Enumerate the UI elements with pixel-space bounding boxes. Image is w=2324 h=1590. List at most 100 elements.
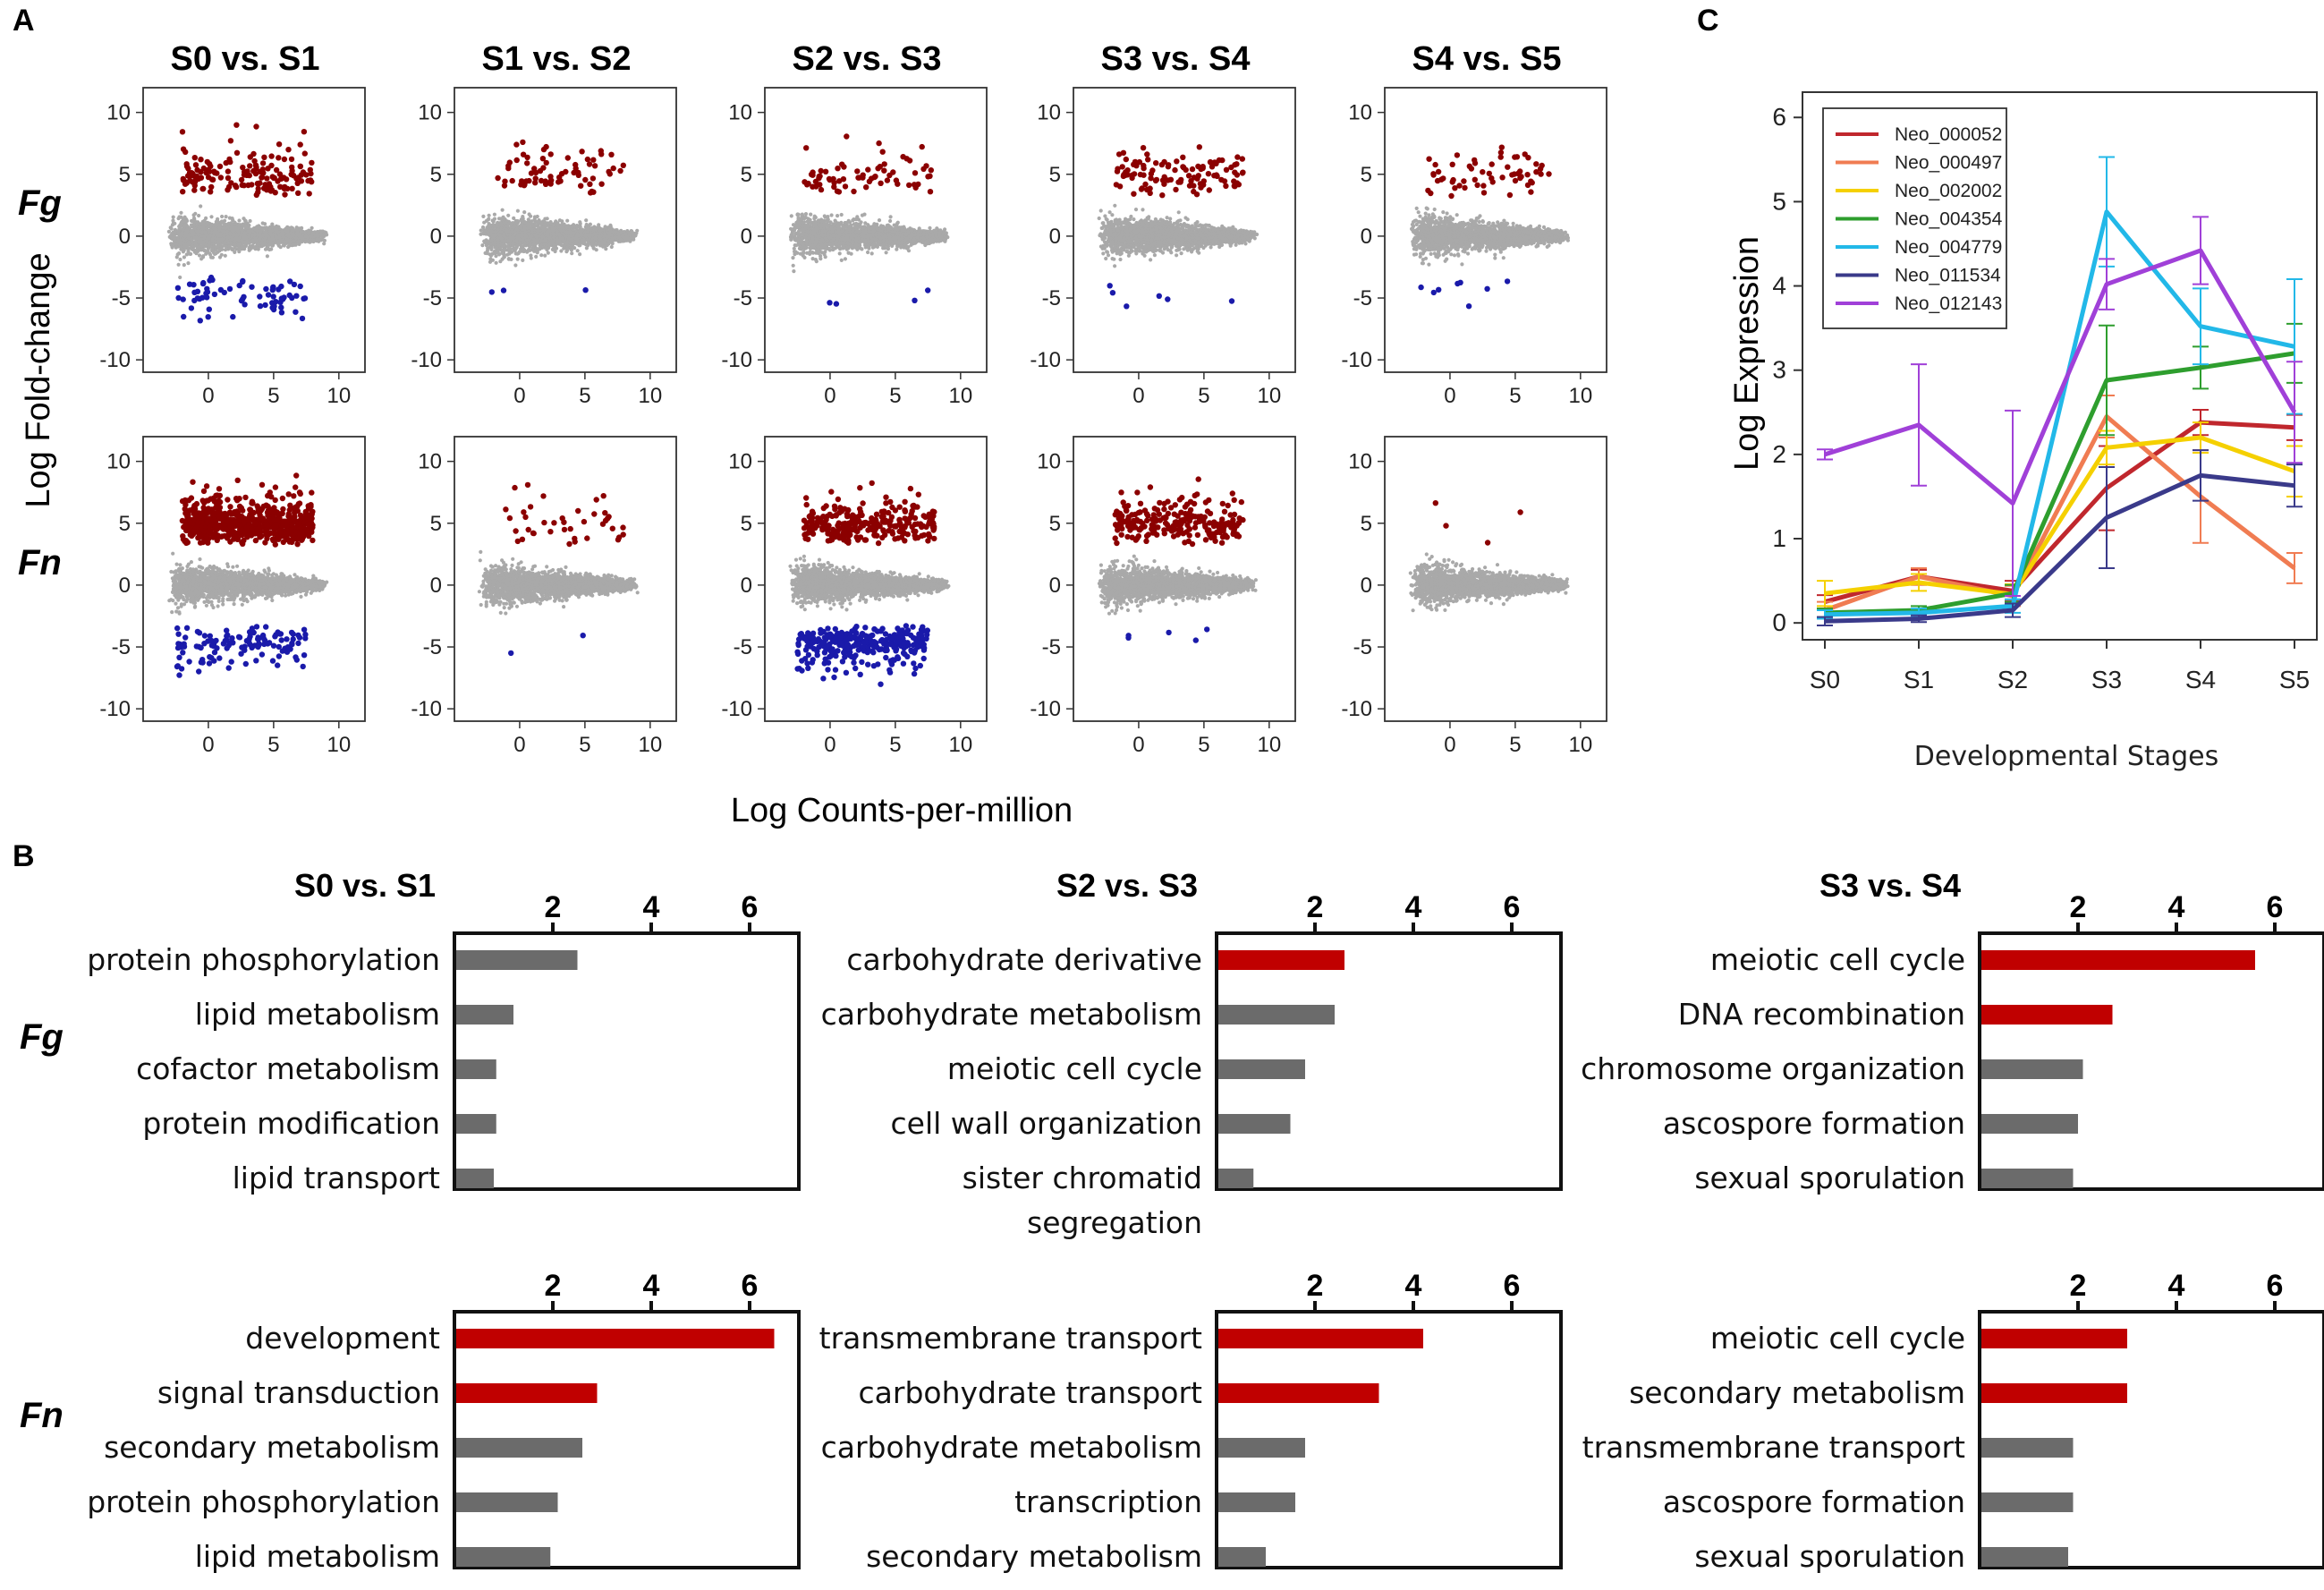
ma-point	[629, 235, 633, 240]
ma-point-down	[181, 313, 187, 320]
ma-point	[569, 225, 574, 229]
ma-point-up	[198, 169, 204, 175]
ma-point	[233, 225, 238, 230]
ma-point-up	[540, 146, 547, 153]
ma-point	[522, 210, 527, 215]
ma-point	[279, 238, 284, 242]
ma-point	[499, 242, 504, 247]
ma-point	[228, 241, 233, 245]
ma-point-down	[221, 289, 227, 296]
ma-point-up	[180, 146, 187, 152]
ma-point-up	[180, 189, 186, 195]
ma-point	[256, 246, 260, 251]
ma-point	[493, 233, 497, 237]
ma-point-down	[174, 285, 182, 291]
ma-point	[277, 234, 282, 238]
ma-point-down	[263, 285, 269, 293]
ma-point	[169, 226, 174, 231]
ma-point	[310, 231, 316, 235]
ma-point-up	[501, 183, 508, 189]
ma-point-up	[251, 157, 258, 165]
ma-point	[490, 258, 496, 262]
ma-point-down	[265, 292, 272, 298]
ma-point-up	[556, 174, 563, 181]
ma-point	[235, 229, 241, 234]
ma-point	[521, 238, 525, 242]
ma-point	[318, 232, 323, 236]
ma-point-down	[188, 305, 195, 311]
ma-point	[533, 221, 538, 225]
ma-point-up	[297, 163, 303, 170]
ma-point-down	[199, 294, 206, 301]
ma-point	[572, 231, 576, 235]
ma-point-down	[276, 286, 282, 293]
ma-point-up	[198, 157, 204, 163]
ma-point-up	[188, 173, 195, 179]
ma-point-up	[590, 189, 597, 195]
ma-point-up	[247, 163, 253, 169]
ma-point	[186, 261, 191, 266]
ma-point	[534, 249, 539, 253]
ma-point	[322, 242, 327, 246]
ma-point-down	[488, 289, 495, 295]
ma-point-down	[186, 281, 193, 287]
ma-point-down	[240, 277, 246, 285]
ma-point	[171, 231, 175, 235]
ma-point	[498, 223, 503, 227]
ma-point-up	[587, 181, 593, 187]
ma-point-up	[262, 182, 268, 188]
ma-point-up	[239, 182, 245, 189]
ma-point	[268, 231, 273, 235]
ma-point	[210, 248, 215, 252]
ma-point	[185, 218, 190, 223]
ma-point-up	[278, 175, 284, 182]
ma-point	[197, 213, 201, 218]
ma-point	[215, 236, 219, 241]
panel-label-c: C	[1697, 4, 1719, 38]
ma-point-up	[295, 190, 301, 196]
ma-point	[176, 217, 181, 221]
ma-point	[516, 230, 521, 234]
ma-point-up	[606, 171, 613, 177]
ma-point	[498, 259, 503, 264]
ma-point-up	[247, 154, 253, 160]
ma-point	[193, 211, 198, 216]
ma-point	[539, 220, 543, 225]
ma-point	[303, 234, 308, 239]
ma-point-down	[582, 287, 589, 293]
ma-point	[190, 218, 194, 223]
ma-point	[266, 247, 270, 251]
ma-point	[835, 214, 840, 218]
ma-point-down	[293, 293, 300, 299]
ma-point	[539, 239, 544, 243]
ma-xtick-label: 0	[513, 384, 525, 408]
ma-point	[185, 229, 190, 234]
ma-point-down	[299, 315, 306, 322]
ma-point	[547, 228, 551, 234]
ma-point-up	[192, 162, 199, 168]
ma-point	[243, 234, 248, 238]
ma-point-up	[198, 174, 205, 181]
ma-point-up	[509, 177, 515, 184]
ma-point-up	[233, 149, 241, 156]
ma-point-up	[183, 163, 191, 170]
ma-point	[219, 219, 224, 224]
ma-point	[603, 225, 607, 229]
ma-point	[513, 224, 517, 228]
ma-point	[589, 238, 594, 242]
ma-point	[215, 230, 219, 234]
ma-point-up	[191, 155, 198, 161]
ma-point	[515, 257, 520, 261]
ma-point-up	[180, 177, 187, 183]
ma-point-up	[547, 174, 554, 180]
ma-point	[182, 224, 187, 228]
ma-point	[532, 237, 537, 242]
ma-point-up	[505, 165, 512, 172]
ma-point	[203, 230, 208, 234]
ma-point	[236, 246, 242, 251]
ma-point	[207, 230, 211, 234]
ma-point-up	[620, 162, 626, 168]
ma-point-up	[281, 156, 288, 163]
ma-point	[530, 234, 534, 238]
ma-point	[562, 246, 566, 251]
